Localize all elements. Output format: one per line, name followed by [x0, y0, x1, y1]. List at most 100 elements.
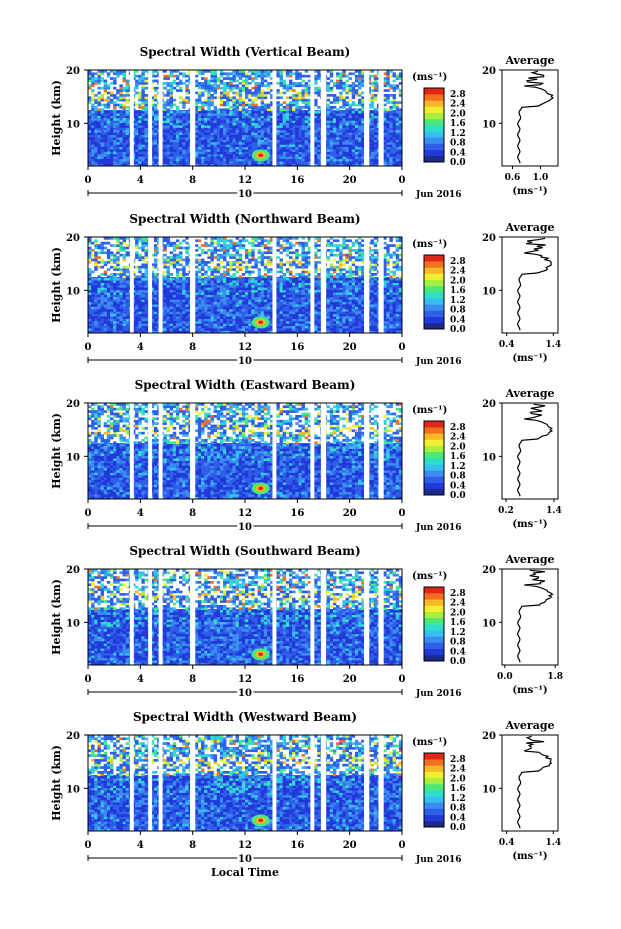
heatmap-cell	[317, 132, 321, 136]
heatmap-cell	[348, 151, 353, 155]
heatmap-cell	[229, 323, 233, 327]
heatmap-cell	[370, 253, 375, 257]
heatmap-cell	[235, 237, 240, 240]
heatmap-cell	[182, 304, 186, 307]
heatmap-cell	[204, 244, 208, 247]
heatmap-cell	[150, 323, 155, 327]
heatmap-cell	[88, 261, 92, 264]
heatmap-cell	[245, 301, 249, 305]
heatmap-cell	[266, 249, 271, 252]
heatmap-cell	[135, 321, 139, 324]
heatmap-cell	[210, 297, 214, 300]
heatmap-cell	[336, 137, 340, 140]
heatmap-cell	[370, 292, 375, 295]
heatmap-cell	[119, 325, 123, 329]
heatmap-cell	[125, 244, 130, 247]
heatmap-cell	[91, 89, 95, 92]
heatmap-cell	[166, 299, 170, 303]
heatmap-cell	[88, 137, 92, 140]
heatmap-cell	[361, 163, 365, 167]
heatmap-cell	[113, 325, 117, 329]
heatmap-cell	[257, 96, 261, 100]
heatmap-cell	[370, 144, 375, 148]
heatmap-cell	[345, 275, 349, 279]
heatmap-cell	[204, 142, 208, 145]
heatmap-cell	[229, 292, 233, 295]
heatmap-cell	[238, 110, 243, 114]
heatmap-cell	[113, 287, 117, 291]
heatmap-cell	[263, 311, 268, 315]
heatmap-cell	[229, 139, 233, 143]
heatmap-cell	[326, 108, 331, 112]
heatmap-cell	[326, 103, 331, 107]
heatmap-cell	[251, 139, 255, 143]
heatmap-cell	[345, 146, 349, 150]
heatmap-cell	[348, 146, 353, 150]
heatmap-cell	[235, 106, 240, 109]
heatmap-cell	[332, 318, 337, 322]
heatmap-cell	[392, 103, 397, 107]
heatmap-cell	[194, 98, 199, 102]
heatmap-cell	[169, 161, 174, 164]
heatmap-cell	[392, 144, 397, 148]
heatmap-cell	[279, 270, 283, 274]
heatmap-cell	[172, 277, 177, 281]
heatmap-cell	[339, 325, 343, 329]
heatmap-cell	[298, 113, 302, 116]
heatmap-cell	[197, 118, 202, 121]
heatmap-cell	[144, 313, 148, 317]
heatmap-cell	[163, 261, 167, 264]
colorbar-swatch	[424, 118, 444, 126]
heatmap-cell	[270, 108, 274, 112]
heatmap-cell	[144, 275, 148, 279]
heatmap-cell	[279, 263, 283, 267]
heatmap-cell	[257, 108, 261, 112]
heatmap-cell	[238, 263, 243, 267]
heatmap-cell	[144, 106, 148, 109]
heatmap-cell	[295, 96, 299, 100]
heatmap-cell	[122, 146, 126, 150]
heatmap-cell	[266, 74, 271, 78]
heatmap-cell	[213, 86, 218, 90]
heatmap-cell	[169, 82, 174, 85]
heatmap-cell	[223, 299, 227, 303]
heatmap-cell	[298, 96, 302, 100]
heatmap-cell	[109, 163, 114, 167]
heatmap-cell	[169, 282, 174, 286]
data-gap	[378, 70, 384, 166]
heatmap-cell	[135, 137, 139, 140]
heatmap-cell	[279, 84, 283, 88]
heatmap-cell	[226, 161, 230, 164]
heatmap-cell	[241, 325, 246, 329]
heatmap-cell	[179, 125, 183, 128]
heatmap-cell	[185, 313, 189, 317]
heatmap-cell	[270, 280, 274, 283]
heatmap-cell	[373, 96, 378, 100]
heatmap-cell	[373, 268, 378, 271]
heatmap-cell	[103, 139, 108, 143]
heatmap-cell	[232, 261, 236, 264]
heatmap-cell	[138, 256, 142, 259]
heatmap-cell	[182, 163, 186, 167]
heatmap-cell	[241, 137, 246, 140]
heatmap-cell	[326, 301, 331, 305]
heatmap-cell	[169, 287, 174, 291]
heatmap-cell	[241, 110, 246, 114]
heatmap-cell	[153, 309, 158, 312]
heatmap-cell	[125, 132, 130, 136]
heatmap-cell	[163, 328, 167, 331]
heatmap-cell	[197, 122, 202, 126]
heatmap-cell	[226, 292, 230, 295]
heatmap-cell	[307, 98, 312, 102]
heatmap-cell	[288, 294, 293, 298]
heatmap-cell	[150, 96, 155, 100]
heatmap-cell	[125, 265, 130, 269]
heatmap-cell	[119, 301, 123, 305]
heatmap-cell	[210, 137, 214, 140]
heatmap-cell	[223, 277, 227, 281]
heatmap-cell	[94, 144, 98, 148]
heatmap-cell	[295, 103, 299, 107]
heatmap-cell	[94, 263, 98, 267]
heatmap-cell	[263, 161, 268, 164]
heatmap-cell	[166, 321, 170, 324]
